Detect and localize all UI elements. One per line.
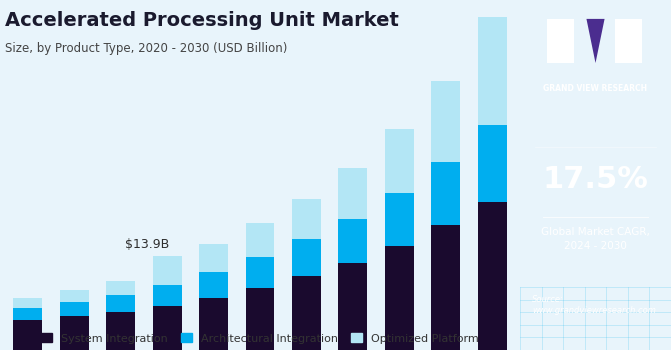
- Bar: [478, 125, 507, 202]
- FancyBboxPatch shape: [615, 19, 642, 63]
- Polygon shape: [586, 19, 605, 63]
- Text: 17.5%: 17.5%: [543, 164, 648, 194]
- Bar: [106, 295, 135, 312]
- Bar: [292, 198, 321, 239]
- Text: $13.9B: $13.9B: [125, 238, 170, 251]
- Bar: [199, 272, 228, 298]
- Bar: [431, 81, 460, 162]
- Bar: [199, 244, 228, 272]
- Text: Global Market CAGR,
2024 - 2030: Global Market CAGR, 2024 - 2030: [541, 228, 650, 251]
- Bar: [13, 298, 42, 308]
- Bar: [199, 298, 228, 350]
- Bar: [292, 239, 321, 276]
- Bar: [246, 223, 274, 257]
- Bar: [338, 262, 367, 350]
- Bar: [431, 225, 460, 350]
- Text: Source:
www.grandviewresearch.com: Source: www.grandviewresearch.com: [532, 295, 656, 315]
- Bar: [60, 290, 89, 302]
- Bar: [338, 219, 367, 262]
- Bar: [60, 302, 89, 316]
- Text: Size, by Product Type, 2020 - 2030 (USD Billion): Size, by Product Type, 2020 - 2030 (USD …: [5, 42, 288, 55]
- Bar: [478, 202, 507, 350]
- Bar: [153, 285, 182, 306]
- Bar: [13, 320, 42, 350]
- FancyBboxPatch shape: [548, 19, 574, 63]
- Text: GRAND VIEW RESEARCH: GRAND VIEW RESEARCH: [544, 84, 648, 93]
- Bar: [385, 193, 414, 246]
- Bar: [153, 306, 182, 350]
- Text: Accelerated Processing Unit Market: Accelerated Processing Unit Market: [5, 10, 399, 29]
- Bar: [246, 257, 274, 288]
- Bar: [106, 312, 135, 350]
- Bar: [246, 288, 274, 350]
- Bar: [13, 308, 42, 320]
- Bar: [385, 129, 414, 193]
- Bar: [106, 281, 135, 295]
- Bar: [60, 316, 89, 350]
- Bar: [431, 162, 460, 225]
- Bar: [153, 257, 182, 285]
- Bar: [292, 276, 321, 350]
- Bar: [385, 246, 414, 350]
- Bar: [338, 168, 367, 219]
- Bar: [478, 17, 507, 125]
- Legend: System Integration, Architectural Integration, Optimized Platform: System Integration, Architectural Integr…: [36, 329, 484, 348]
